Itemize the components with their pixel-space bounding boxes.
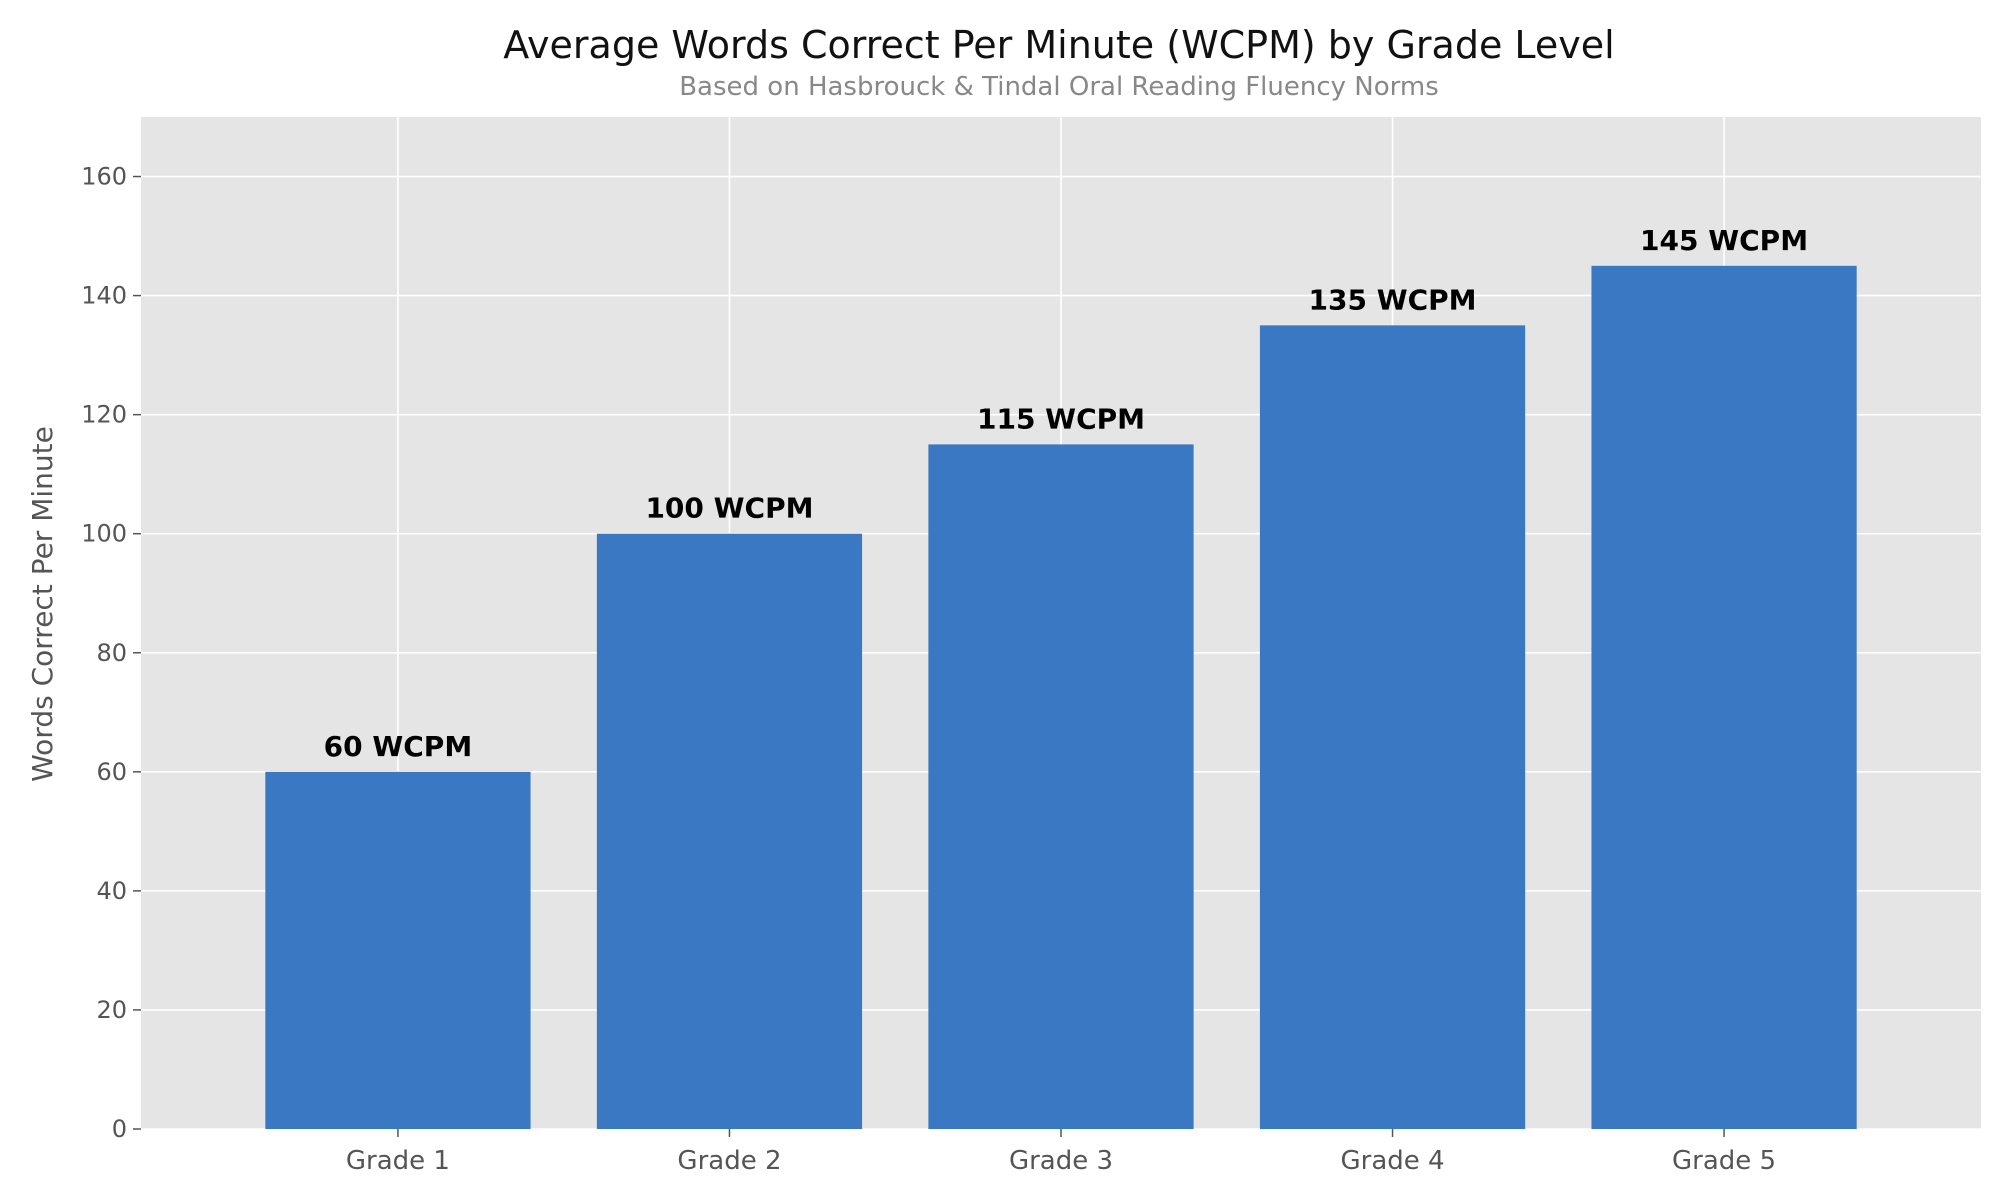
bar bbox=[1259, 325, 1526, 1130]
bar bbox=[265, 771, 531, 1129]
bar-data-label: 100 WCPM bbox=[645, 492, 813, 525]
plot-area: 0 20 40 60 80 100 120 140 160 60 WCPM Grade 1 100 W… bbox=[81, 117, 1981, 1176]
chart-title: Average Words Correct Per Minute (WCPM) … bbox=[503, 23, 1614, 67]
bar bbox=[928, 444, 1194, 1130]
y-tick-label: 120 bbox=[81, 401, 127, 429]
y-tick-label: 100 bbox=[81, 520, 127, 548]
y-axis-label: Words Correct Per Minute bbox=[26, 426, 59, 782]
chart-subtitle: Based on Hasbrouck & Tindal Oral Reading… bbox=[679, 72, 1439, 102]
bar-data-label: 115 WCPM bbox=[977, 402, 1145, 435]
y-tick-label: 140 bbox=[81, 282, 127, 310]
y-tick-label: 160 bbox=[81, 163, 127, 191]
x-tick-label: Grade 4 bbox=[1340, 1146, 1444, 1176]
bar-data-label: 60 WCPM bbox=[324, 730, 473, 763]
bar-data-label: 135 WCPM bbox=[1309, 283, 1477, 316]
y-tick-label: 20 bbox=[96, 996, 127, 1024]
y-tick-label: 60 bbox=[96, 758, 127, 786]
y-tick-label: 80 bbox=[96, 639, 127, 667]
bar bbox=[1591, 265, 1857, 1130]
x-tick-label: Grade 1 bbox=[346, 1146, 450, 1176]
y-tick-label: 0 bbox=[112, 1115, 127, 1143]
x-tick-label: Grade 5 bbox=[1672, 1146, 1776, 1176]
bar-data-label: 145 WCPM bbox=[1640, 224, 1808, 257]
x-tick-label: Grade 3 bbox=[1009, 1146, 1113, 1176]
bar bbox=[596, 533, 863, 1129]
y-tick-label: 40 bbox=[96, 877, 127, 905]
x-tick-label: Grade 2 bbox=[677, 1146, 781, 1176]
